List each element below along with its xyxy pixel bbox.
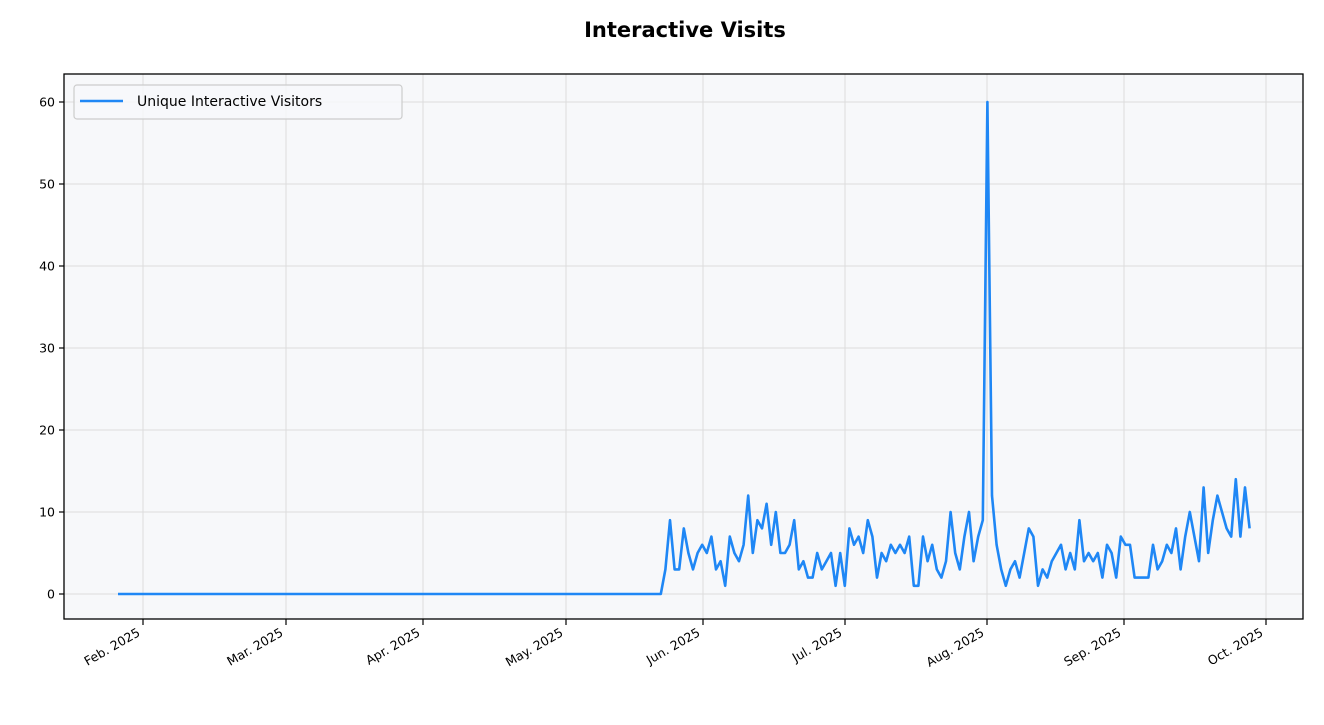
y-tick-label: 0 xyxy=(47,587,55,602)
x-tick-label: Aug. 2025 xyxy=(923,625,986,670)
y-tick-label: 30 xyxy=(39,341,55,356)
x-tick-label: Oct. 2025 xyxy=(1205,625,1266,669)
plot-frame xyxy=(63,73,1304,620)
y-tick-label: 40 xyxy=(39,259,55,274)
y-tick-label: 10 xyxy=(39,505,55,520)
legend-box xyxy=(73,84,403,120)
y-tick-label: 50 xyxy=(39,177,55,192)
chart-title: Interactive Visits xyxy=(584,18,786,42)
x-tick-label: Jun. 2025 xyxy=(643,625,703,668)
x-tick-label: Sep. 2025 xyxy=(1061,625,1123,670)
x-tick-label: Apr. 2025 xyxy=(363,625,423,668)
y-tick-label: 60 xyxy=(39,95,55,110)
x-tick-label: Mar. 2025 xyxy=(224,625,285,669)
grid-lines xyxy=(64,74,1303,619)
x-axis: Feb. 2025 Mar. 2025 Apr. 2025 May. 2025 Jun.… xyxy=(81,619,1267,670)
y-tick-label: 20 xyxy=(39,423,55,438)
series-line xyxy=(118,100,1251,596)
y-axis: 0 10 20 30 40 50 60 xyxy=(39,95,64,602)
legend: Unique Interactive Visitors xyxy=(73,84,403,120)
x-tick-label: Feb. 2025 xyxy=(81,625,142,669)
x-tick-label: May. 2025 xyxy=(503,625,566,670)
legend-label: Unique Interactive Visitors xyxy=(137,94,322,110)
x-tick-label: Jul. 2025 xyxy=(789,625,845,666)
series-unique-interactive-visitors xyxy=(118,100,1251,596)
